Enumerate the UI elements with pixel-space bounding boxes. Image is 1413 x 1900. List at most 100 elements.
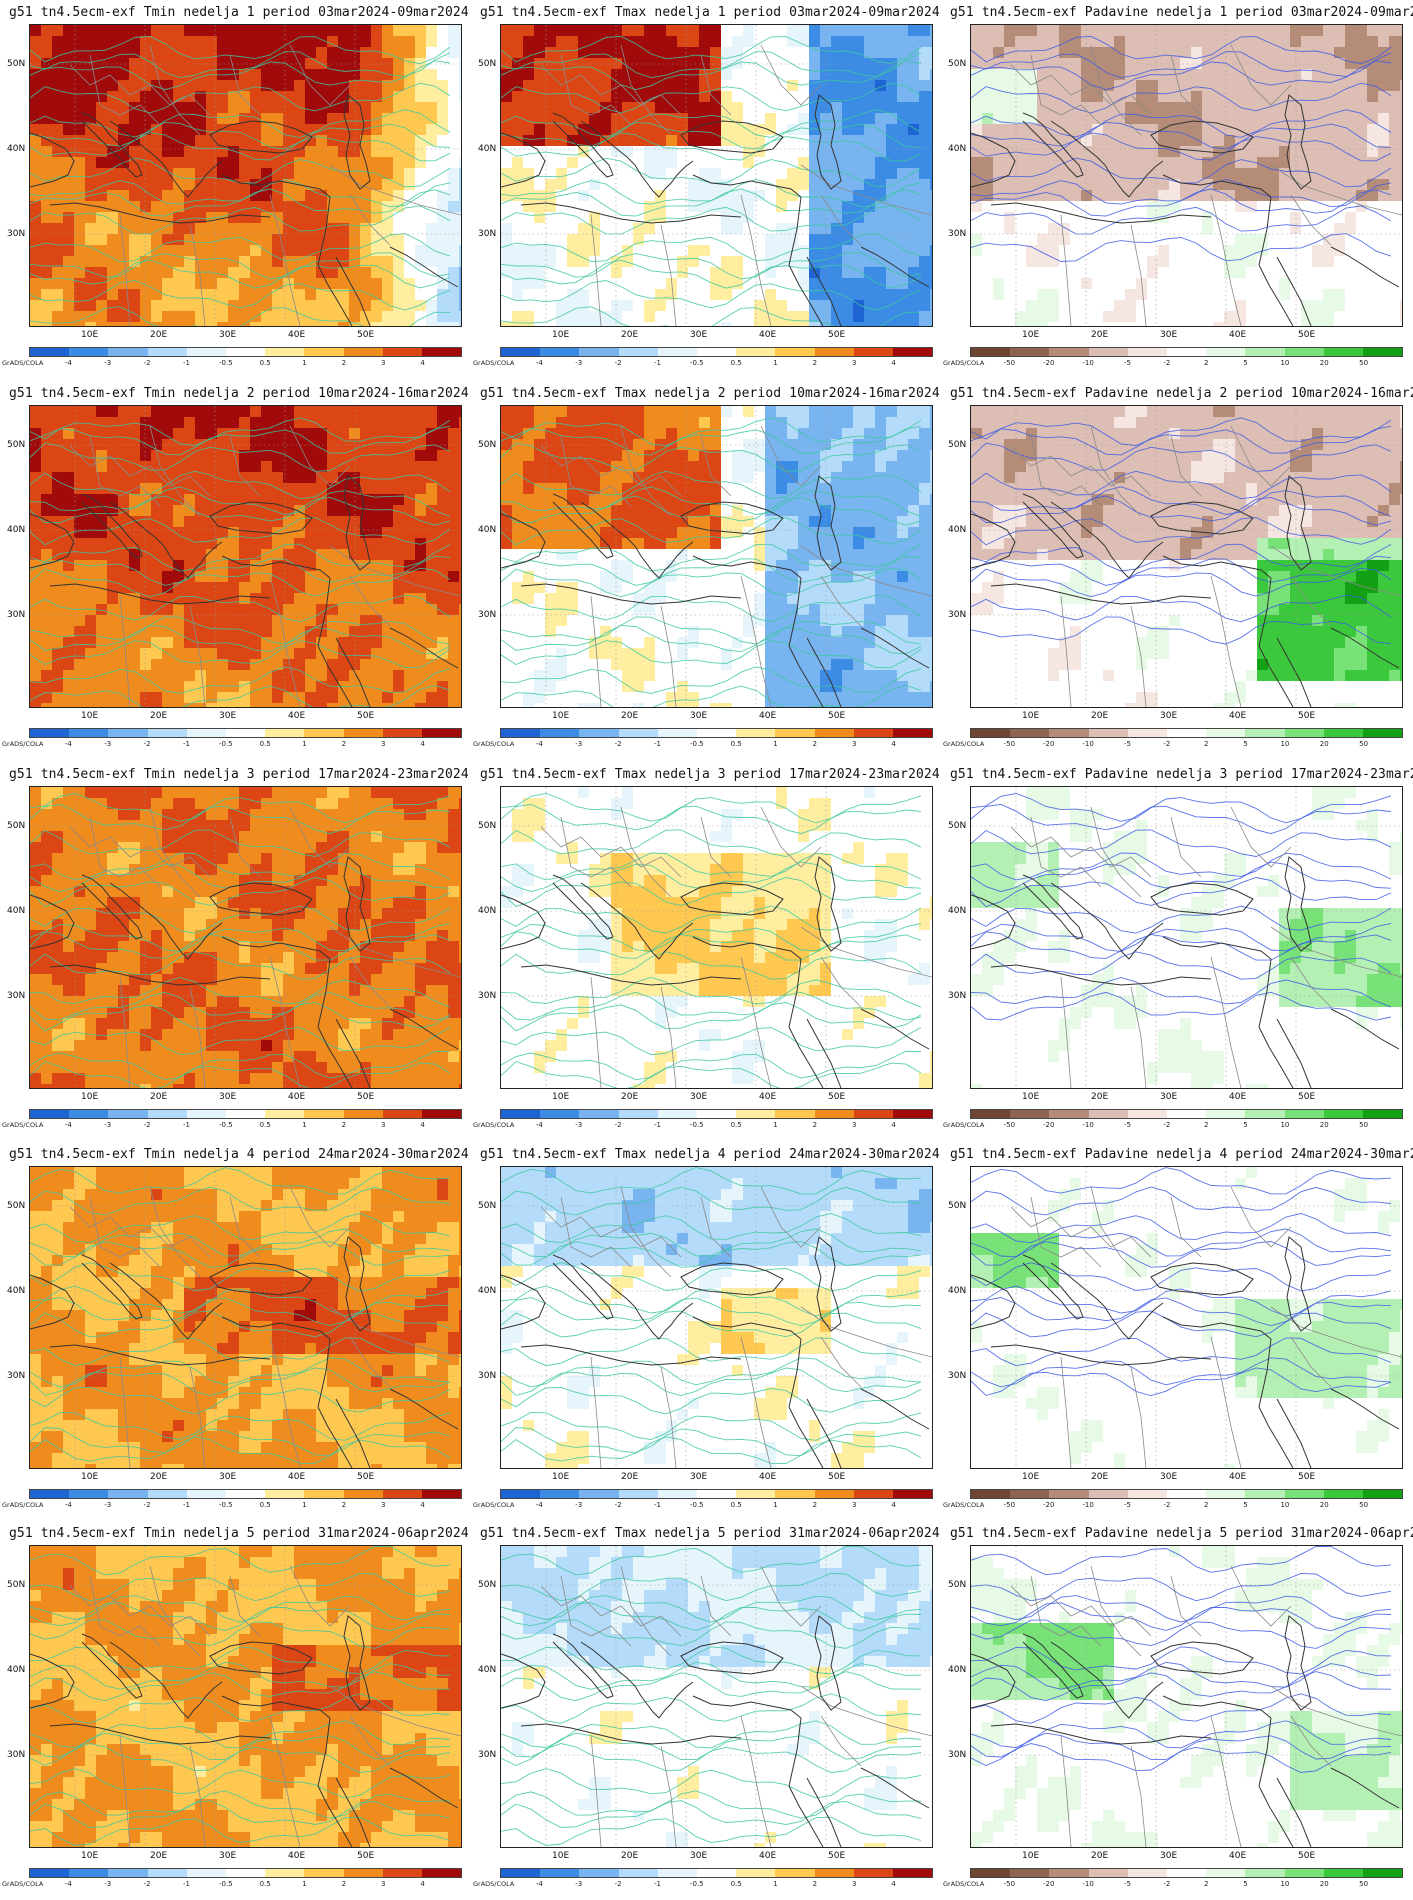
grid-cell bbox=[1158, 311, 1170, 323]
grid-cell bbox=[162, 267, 174, 279]
grid-cell bbox=[1389, 267, 1401, 279]
grid-cell bbox=[1026, 223, 1038, 235]
grid-cell bbox=[644, 278, 656, 290]
grid-cell bbox=[886, 406, 898, 418]
grid-cell bbox=[1004, 102, 1016, 114]
grid-cell bbox=[41, 494, 53, 506]
grid-cell bbox=[239, 681, 251, 693]
grid-cell bbox=[437, 135, 449, 147]
grid-cell bbox=[633, 406, 645, 418]
grid-cell bbox=[96, 549, 108, 561]
grid-cell bbox=[162, 692, 174, 704]
grid-cell bbox=[1004, 69, 1016, 81]
grid-cell bbox=[382, 267, 394, 279]
grid-cell bbox=[382, 494, 394, 506]
grid-cell bbox=[853, 322, 865, 326]
grid-cell bbox=[1345, 267, 1357, 279]
grid-cell bbox=[426, 300, 438, 312]
grid-cell bbox=[655, 322, 667, 326]
grid-cell bbox=[1290, 113, 1302, 125]
grid-cell bbox=[556, 201, 568, 213]
grid-cell bbox=[250, 461, 262, 473]
grid-cell bbox=[217, 124, 229, 136]
grid-cell bbox=[809, 25, 821, 37]
grid-cell bbox=[589, 47, 601, 59]
grid-cell bbox=[919, 212, 931, 224]
grid-cell bbox=[993, 25, 1005, 37]
grid-cell bbox=[501, 102, 513, 114]
grid-cell bbox=[1334, 113, 1346, 125]
grid-cell bbox=[129, 234, 141, 246]
grid-cell bbox=[173, 637, 185, 649]
grid-cell bbox=[239, 538, 251, 550]
grid-cell bbox=[459, 124, 461, 136]
grid-cell bbox=[294, 538, 306, 550]
anomaly-shading bbox=[30, 406, 461, 707]
grid-cell bbox=[239, 234, 251, 246]
grid-cell bbox=[349, 461, 361, 473]
grid-cell bbox=[710, 245, 722, 257]
grid-cell bbox=[831, 406, 843, 418]
grid-cell bbox=[534, 146, 546, 158]
grid-cell bbox=[426, 406, 438, 418]
grid-cell bbox=[52, 113, 64, 125]
grid-cell bbox=[545, 102, 557, 114]
grid-cell bbox=[228, 549, 240, 561]
grid-cell bbox=[228, 483, 240, 495]
grid-cell bbox=[633, 417, 645, 429]
grid-cell bbox=[930, 406, 932, 418]
grid-cell bbox=[1400, 245, 1402, 257]
grid-cell bbox=[677, 36, 689, 48]
grid-cell bbox=[1158, 201, 1170, 213]
grid-cell bbox=[118, 322, 130, 326]
grid-cell bbox=[908, 135, 920, 147]
grid-cell bbox=[1004, 289, 1016, 301]
grid-cell bbox=[993, 322, 1005, 326]
grid-cell bbox=[1147, 223, 1159, 235]
colorbar-tick-label: 2 bbox=[342, 359, 346, 367]
grid-cell bbox=[523, 278, 535, 290]
grid-cell bbox=[85, 168, 97, 180]
grid-cell bbox=[853, 102, 865, 114]
grid-cell bbox=[1191, 223, 1203, 235]
grid-cell bbox=[1180, 124, 1192, 136]
grid-cell bbox=[338, 190, 350, 202]
grid-cell bbox=[1015, 322, 1027, 326]
grid-cell bbox=[589, 168, 601, 180]
grid-cell bbox=[1246, 179, 1258, 191]
grid-cell bbox=[382, 146, 394, 158]
grid-cell bbox=[688, 146, 700, 158]
grid-cell bbox=[1389, 256, 1401, 268]
grid-cell bbox=[173, 212, 185, 224]
grid-cell bbox=[173, 670, 185, 682]
grid-cell bbox=[1389, 278, 1401, 290]
grid-cell bbox=[217, 322, 229, 326]
grid-cell bbox=[151, 212, 163, 224]
grid-cell bbox=[1081, 25, 1093, 37]
grid-cell bbox=[534, 179, 546, 191]
grid-cell bbox=[1015, 168, 1027, 180]
grid-cell bbox=[512, 91, 524, 103]
grid-cell bbox=[1114, 25, 1126, 37]
grid-cell bbox=[184, 659, 196, 671]
grid-cell bbox=[52, 472, 64, 484]
grid-cell bbox=[993, 47, 1005, 59]
grid-cell bbox=[1125, 36, 1137, 48]
grid-cell bbox=[459, 637, 461, 649]
grid-cell bbox=[371, 179, 383, 191]
grid-cell bbox=[578, 212, 590, 224]
grid-cell bbox=[1081, 36, 1093, 48]
grid-cell bbox=[52, 124, 64, 136]
grid-cell bbox=[371, 461, 383, 473]
grid-cell bbox=[1136, 25, 1148, 37]
grid-cell bbox=[173, 428, 185, 440]
grid-cell bbox=[305, 113, 317, 125]
grid-cell bbox=[1015, 157, 1027, 169]
longitude-label: 10E bbox=[552, 330, 569, 340]
grid-cell bbox=[448, 168, 460, 180]
grid-cell bbox=[426, 527, 438, 539]
grid-cell bbox=[644, 157, 656, 169]
grid-cell bbox=[118, 267, 130, 279]
grid-cell bbox=[1378, 113, 1390, 125]
grid-cell bbox=[842, 267, 854, 279]
